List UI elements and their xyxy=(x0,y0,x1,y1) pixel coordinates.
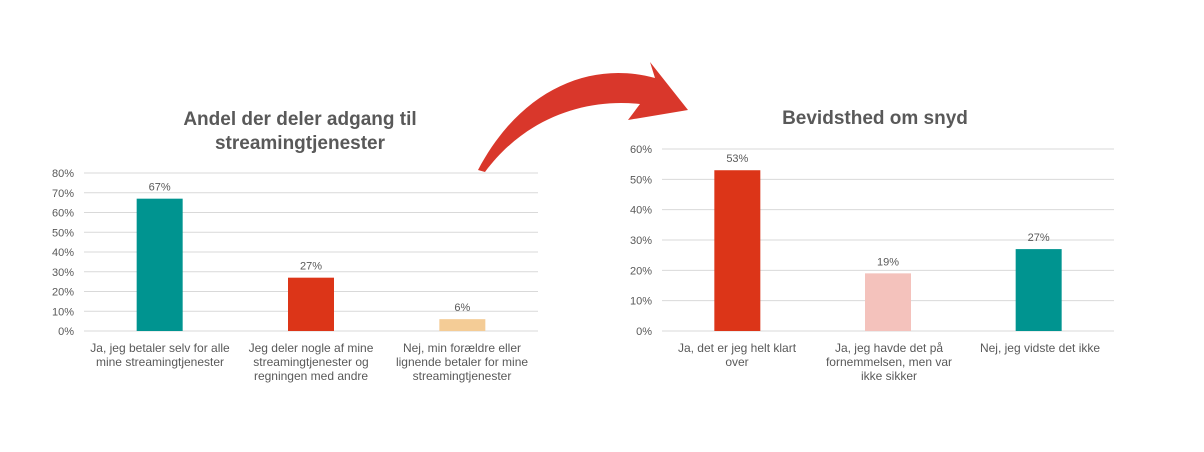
y-tick-label: 50% xyxy=(52,227,74,239)
category-label: Ja, jeg havde det på fornemmelsen, men v… xyxy=(825,341,953,383)
data-label: 53% xyxy=(726,153,748,165)
y-tick-label: 0% xyxy=(58,326,74,338)
data-label: 6% xyxy=(454,302,470,314)
data-label: 27% xyxy=(300,261,322,273)
y-tick-label: 70% xyxy=(52,188,74,200)
y-tick-label: 60% xyxy=(52,208,74,220)
chart-title: Andel der deler adgang til streamingtjen… xyxy=(183,109,417,154)
bar xyxy=(714,170,761,331)
y-tick-label: 30% xyxy=(52,267,74,279)
data-label: 67% xyxy=(149,182,171,194)
data-label: 19% xyxy=(877,256,899,268)
y-tick-label: 60% xyxy=(630,144,652,156)
bar xyxy=(865,273,911,331)
y-tick-label: 40% xyxy=(630,205,652,217)
category-label: Nej, jeg vidste det ikke xyxy=(979,341,1101,355)
category-label: Jeg deler nogle af mine streamingtjenest… xyxy=(248,341,374,383)
chart-left: Andel der deler adgang til streamingtjen… xyxy=(0,0,560,452)
y-tick-label: 20% xyxy=(630,265,652,277)
category-label: Nej, min forældre eller lignende betaler… xyxy=(395,341,529,383)
y-tick-label: 50% xyxy=(630,174,652,186)
y-tick-label: 40% xyxy=(52,247,74,259)
category-label: Ja, det er jeg helt klart over xyxy=(677,341,797,369)
y-tick-label: 80% xyxy=(52,168,74,180)
y-tick-label: 30% xyxy=(630,235,652,247)
y-tick-label: 0% xyxy=(636,326,652,338)
y-tick-label: 10% xyxy=(52,306,74,318)
y-tick-label: 20% xyxy=(52,287,74,299)
category-label: Ja, jeg betaler selv for alle mine strea… xyxy=(90,341,230,369)
bar xyxy=(1015,249,1062,331)
bar xyxy=(136,198,183,331)
bar xyxy=(288,277,334,331)
data-label: 27% xyxy=(1028,232,1050,244)
bar xyxy=(439,319,486,331)
chart-title: Bevidsthed om snyd xyxy=(782,108,968,129)
y-tick-label: 10% xyxy=(630,296,652,308)
chart-plot-area: 0% 10% 20% 30% 40% 50% 60% 70% 80% 67% 27% 6% xyxy=(52,168,538,338)
